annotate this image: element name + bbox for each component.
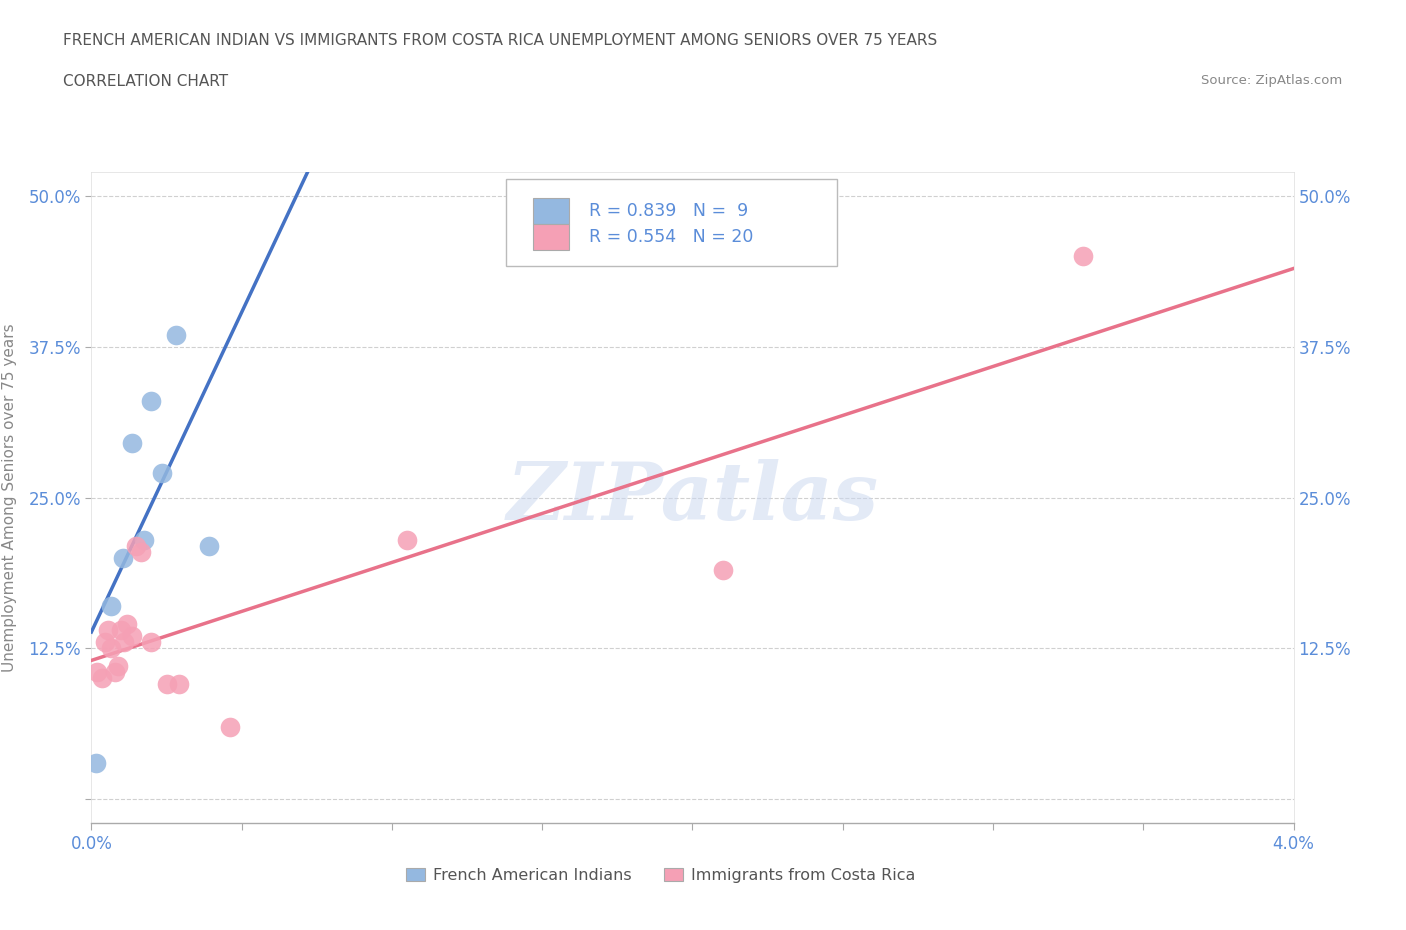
Point [117,617,139,631]
Text: ZIPatlas: ZIPatlas [506,458,879,537]
FancyBboxPatch shape [533,198,568,224]
Point [395,532,418,547]
Point [90,671,112,685]
Point [197,538,219,553]
Point [84,755,107,770]
Point [121,629,143,644]
Point [121,436,143,451]
Point [141,635,163,650]
Point [711,563,734,578]
Y-axis label: Unemployment Among Seniors over 75 years: Unemployment Among Seniors over 75 years [3,324,17,671]
Point [100,641,122,656]
Point [86,665,108,680]
Point [167,677,190,692]
Point [97,623,120,638]
Text: Source: ZipAtlas.com: Source: ZipAtlas.com [1202,74,1343,87]
Point [155,677,177,692]
Point [150,466,173,481]
Point [107,658,129,673]
Point [94,635,117,650]
Point [114,635,136,650]
Legend: French American Indians, Immigrants from Costa Rica: French American Indians, Immigrants from… [399,861,922,889]
Point [141,393,163,408]
Text: FRENCH AMERICAN INDIAN VS IMMIGRANTS FROM COSTA RICA UNEMPLOYMENT AMONG SENIORS : FRENCH AMERICAN INDIAN VS IMMIGRANTS FRO… [63,33,938,47]
Point [111,551,134,565]
FancyBboxPatch shape [533,224,568,250]
Point [100,599,122,614]
Point [104,665,127,680]
Text: R = 0.554   N = 20: R = 0.554 N = 20 [589,228,754,246]
Point [129,544,152,559]
Point [218,719,240,734]
Text: R = 0.839   N =  9: R = 0.839 N = 9 [589,202,748,220]
Text: CORRELATION CHART: CORRELATION CHART [63,74,228,89]
Point [132,532,155,547]
Point [165,327,187,342]
Point [1071,249,1094,264]
FancyBboxPatch shape [506,179,837,267]
Point [110,623,132,638]
Point [125,538,148,553]
